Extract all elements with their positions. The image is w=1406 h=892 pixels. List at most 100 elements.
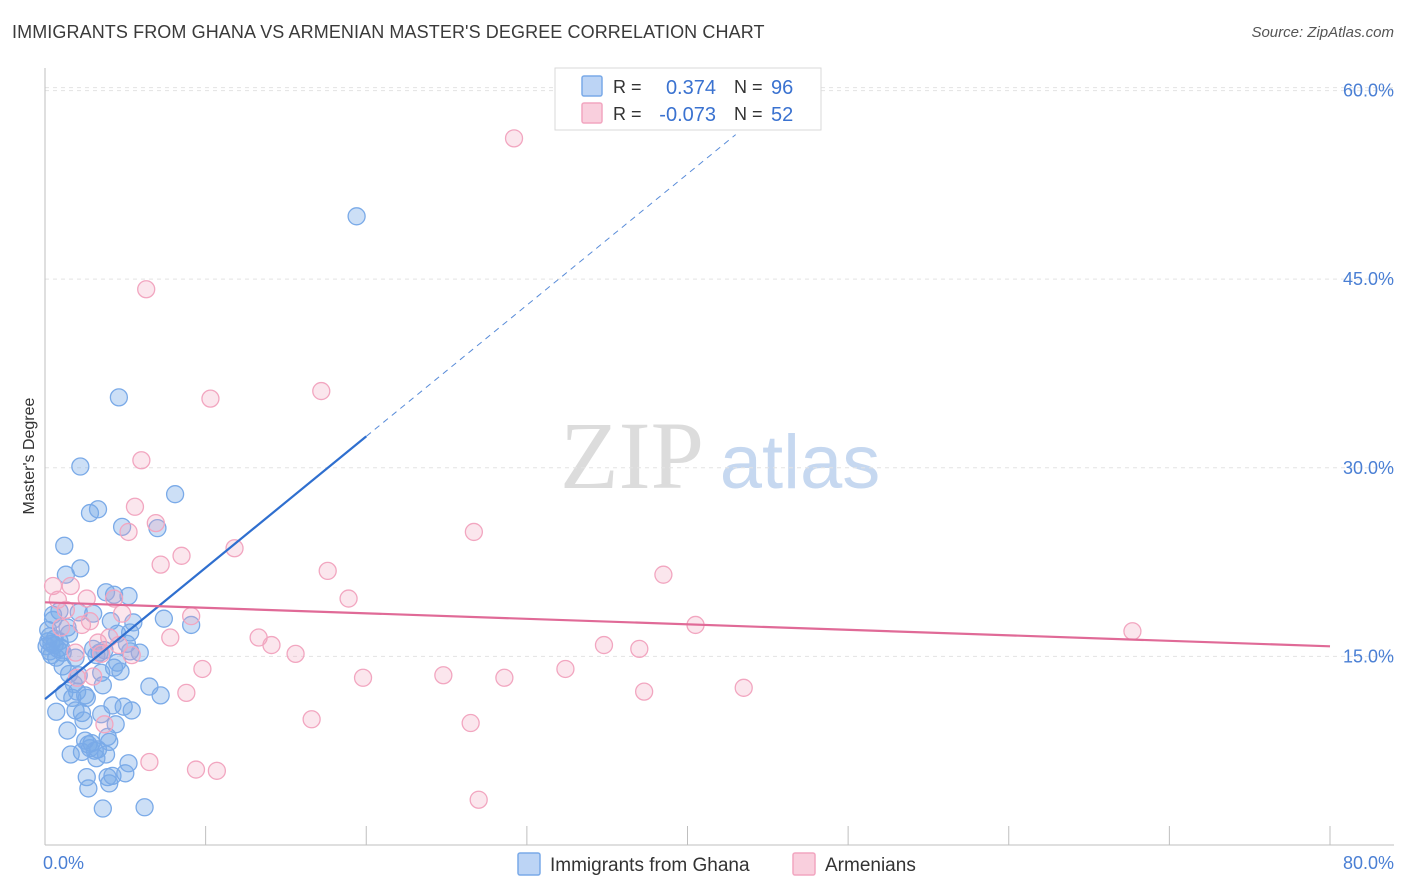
armenians-point-37 — [302, 710, 321, 729]
armenians-point-4 — [61, 576, 80, 596]
legend-swatch-armenians — [581, 102, 603, 124]
ghana-point-65 — [100, 732, 119, 752]
armenians-point-31 — [201, 389, 220, 408]
armenians-point-30 — [193, 659, 212, 679]
armenians-point-51 — [634, 682, 654, 701]
armenians-point-56 — [1123, 622, 1142, 641]
ghana-point-92 — [347, 207, 366, 226]
armenians-point-20 — [125, 497, 145, 516]
armenians-point-50 — [630, 639, 649, 658]
ghana-point-43 — [79, 779, 98, 798]
ghana-point-80 — [119, 754, 138, 773]
y-tick-label-1: 30.0% — [1343, 458, 1394, 478]
legend-r-value-armenians: -0.073 — [659, 104, 716, 126]
ghana-point-30 — [66, 648, 85, 667]
armenians-point-10 — [84, 667, 103, 686]
x-ticks — [44, 826, 1331, 845]
ghana-point-38 — [74, 711, 93, 730]
ghana-point-75 — [111, 662, 130, 681]
armenians-point-35 — [262, 635, 281, 655]
x-tick-label-min: 0.0% — [43, 853, 84, 873]
armenians-point-18 — [119, 522, 138, 542]
armenians-point-2 — [51, 618, 71, 637]
ghana-trend-extension — [365, 134, 737, 437]
armenians-point-48 — [556, 659, 575, 679]
armenians-point-5 — [66, 643, 85, 662]
armenians-point-19 — [122, 645, 141, 665]
bottom-legend-label-armenians: Armenians — [825, 855, 916, 876]
legend-swatch-ghana — [581, 75, 603, 97]
ghana-point-58 — [93, 799, 112, 818]
legend-r-value-ghana: 0.374 — [666, 77, 716, 99]
ghana-point-20 — [55, 536, 74, 555]
armenians-point-33 — [225, 539, 244, 558]
armenians-point-42 — [434, 666, 453, 685]
armenians-point-46 — [495, 668, 514, 687]
armenians-point-47 — [504, 129, 524, 148]
armenians-point-9 — [80, 612, 100, 631]
legend-n-value-armenians: 52 — [771, 104, 793, 126]
y-tick-label-2: 45.0% — [1343, 269, 1394, 289]
ghana-point-89 — [154, 609, 174, 628]
bottom-legend-swatch-ghana — [517, 852, 541, 876]
legend-r-label-armenians: R = — [613, 104, 642, 124]
ghana-trend-line — [44, 435, 367, 700]
armenians-point-28 — [182, 607, 201, 626]
armenians-point-17 — [112, 604, 132, 623]
ghana-point-41 — [77, 767, 96, 787]
watermark-atlas: atlas — [720, 420, 881, 505]
armenians-point-23 — [146, 513, 165, 533]
watermark-zip: ZIP — [560, 402, 704, 509]
ghana-point-34 — [71, 559, 90, 578]
ghana-point-42 — [77, 688, 96, 708]
trend-lines — [44, 134, 1331, 700]
armenians-point-43 — [461, 713, 480, 733]
armenians-point-32 — [207, 761, 227, 780]
bottom-legend-swatch-armenians — [792, 852, 816, 876]
armenians-point-55 — [137, 280, 156, 299]
ghana-point-13 — [50, 632, 69, 651]
ghana-point-82 — [120, 623, 140, 642]
armenians-point-38 — [312, 381, 331, 401]
legend-n-label-armenians: N = — [734, 104, 763, 124]
armenians-point-41 — [353, 668, 373, 687]
armenians-point-0 — [43, 576, 63, 596]
ghana-point-85 — [122, 701, 141, 720]
armenians-point-45 — [469, 790, 488, 809]
ghana-point-94 — [140, 677, 159, 696]
armenians-point-6 — [67, 668, 87, 687]
armenians-point-44 — [464, 522, 484, 542]
ghana-point-53 — [88, 500, 108, 519]
ghana-point-26 — [61, 745, 80, 764]
armenians-point-54 — [734, 678, 753, 697]
legend-n-value-ghana: 96 — [771, 77, 793, 99]
grid-lines — [45, 87, 1394, 657]
legend-r-label-ghana: R = — [613, 77, 642, 97]
bottom-legend-label-ghana: Immigrants from Ghana — [550, 855, 750, 876]
armenians-point-49 — [594, 635, 614, 655]
ghana-point-22 — [58, 721, 77, 740]
chart-title: IMMIGRANTS FROM GHANA VS ARMENIAN MASTER… — [12, 22, 765, 42]
y-tick-label-3: 60.0% — [1343, 81, 1394, 101]
series-armenians-points — [43, 129, 1142, 809]
armenians-point-22 — [140, 752, 159, 772]
ghana-point-78 — [116, 764, 135, 783]
armenians-point-25 — [161, 628, 180, 647]
ghana-point-23 — [58, 618, 77, 637]
armenians-point-21 — [132, 451, 151, 470]
x-tick-label-max: 80.0% — [1343, 853, 1394, 873]
armenians-point-26 — [172, 546, 191, 565]
ghana-point-74 — [109, 388, 129, 407]
armenians-trend-line — [44, 601, 1331, 648]
ghana-point-86 — [135, 798, 154, 817]
armenians-point-27 — [177, 683, 196, 703]
armenians-point-39 — [318, 561, 337, 581]
armenians-point-36 — [286, 644, 305, 664]
ghana-point-90 — [165, 485, 185, 504]
y-tick-label-0: 15.0% — [1343, 646, 1394, 666]
source-credit: Source: ZipAtlas.com — [1251, 24, 1394, 41]
armenians-point-29 — [186, 760, 206, 779]
y-axis-label: Master's Degree — [21, 397, 38, 514]
y-tick-labels: 15.0% 30.0% 45.0% 60.0% — [1343, 81, 1394, 667]
